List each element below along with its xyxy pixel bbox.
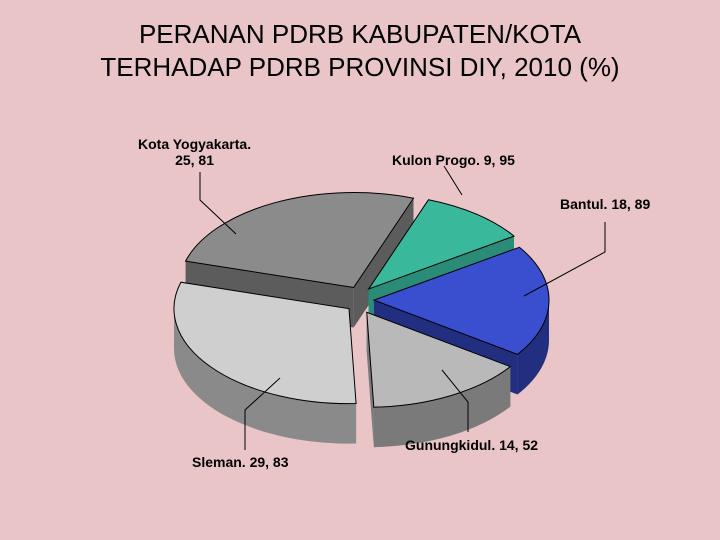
slice-label-sleman: Sleman. 29, 83 — [192, 454, 289, 470]
slice-label-bantul: Bantul. 18, 89 — [560, 196, 650, 212]
slice-label-gunungkidul: Gunungkidul. 14, 52 — [405, 437, 538, 453]
leader-line — [444, 166, 462, 195]
slice-label-kota-yogyakarta: Kota Yogyakarta. 25, 81 — [138, 136, 251, 168]
slice-label-kulon-progo: Kulon Progo. 9, 95 — [392, 152, 515, 168]
pie-chart — [0, 0, 720, 540]
